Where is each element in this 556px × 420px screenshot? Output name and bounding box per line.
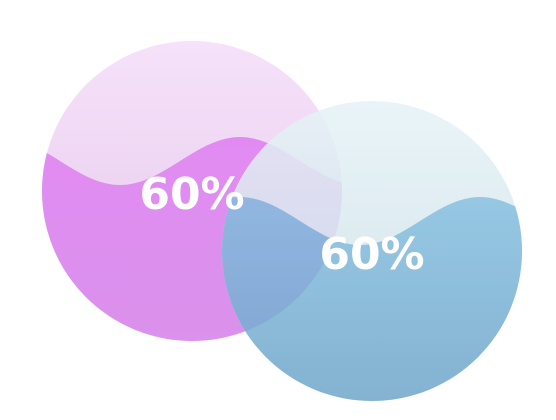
gauge-pink-value-label: 60% [139,169,244,220]
gauge-blue [222,101,522,401]
gauge-blue-value-label: 60% [319,229,424,280]
gauge-blue-liquid [222,197,522,401]
